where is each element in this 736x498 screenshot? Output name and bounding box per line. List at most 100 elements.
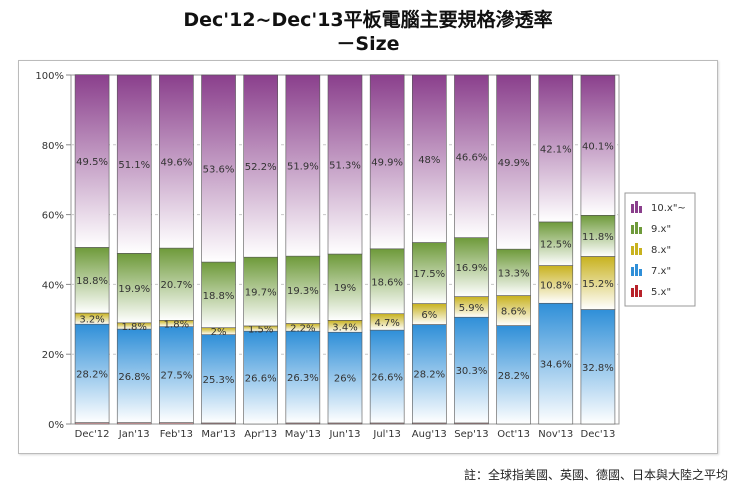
x-tick-label: Apr'13: [244, 429, 277, 440]
legend-swatch-icon: [631, 264, 642, 276]
bar-segment-4-4: [243, 74, 278, 258]
data-label: 5.9%: [459, 303, 484, 314]
bar-segment-1-5: [285, 330, 321, 424]
data-label: 28.2%: [498, 371, 530, 382]
data-label: 53.6%: [203, 165, 235, 176]
data-label: 28.2%: [413, 370, 445, 381]
x-tick-label: Sep'13: [454, 429, 488, 440]
legend-label: 9.x": [651, 224, 671, 235]
x-tick-label: Jan'13: [118, 429, 150, 440]
data-label: 52.2%: [245, 162, 277, 173]
data-label: 2.2%: [290, 323, 315, 334]
x-tick-label: Jun'13: [328, 429, 360, 440]
legend-swatch-bar: [635, 264, 638, 276]
bar-segment-4-5: [285, 74, 321, 257]
data-label: 34.6%: [540, 360, 572, 371]
chart-title: Dec'12~Dec'13平板電腦主要規格滲透率 －Size: [0, 8, 736, 56]
bar-segment-4-12: [580, 75, 616, 216]
x-tick-label: Dec'12: [75, 429, 110, 440]
y-tick-label: 40%: [42, 280, 64, 291]
legend-swatch-bar: [639, 227, 642, 234]
data-label: 20.7%: [160, 280, 192, 291]
data-label: 32.8%: [582, 363, 614, 374]
bar-segment-3-5: [285, 255, 321, 324]
bar-segment-4-11: [538, 74, 574, 223]
legend-swatch-bar: [635, 285, 638, 297]
bar-segment-3-4: [243, 256, 278, 327]
legend-label: 5.x": [651, 287, 671, 298]
bar-segment-1-4: [243, 330, 278, 425]
bar-segment-3-12: [580, 214, 616, 257]
title-line-2: －Size: [336, 33, 400, 55]
data-label: 51.3%: [329, 161, 361, 172]
bar-segment-4-9: [454, 74, 489, 238]
data-label: 12.5%: [540, 240, 572, 251]
data-label: 10.8%: [540, 280, 572, 291]
bar-segment-1-12: [580, 309, 616, 425]
bar-segment-1-3: [201, 334, 236, 424]
legend-swatch-bar: [635, 201, 638, 213]
data-label: 26.6%: [371, 373, 403, 384]
legend-swatch-icon: [631, 201, 642, 213]
legend-swatch-icon: [631, 222, 642, 234]
bar-segment-4-6: [327, 74, 363, 255]
legend-swatch-bar: [631, 246, 634, 255]
data-label: 11.8%: [582, 232, 614, 243]
y-tick-label: 60%: [42, 211, 64, 222]
data-label: 4.7%: [374, 318, 399, 329]
bar-segment-4-8: [412, 74, 447, 243]
bar-segment-4-10: [496, 74, 531, 250]
bar-segment-3-8: [412, 242, 447, 304]
data-label: 51.9%: [287, 162, 319, 173]
y-tick-label: 0%: [48, 420, 64, 431]
legend-swatch-icon: [631, 285, 642, 297]
bar-segment-3-2: [159, 247, 194, 321]
legend-label: 7.x": [651, 266, 671, 277]
legend-swatch-bar: [635, 243, 638, 255]
bar-segment-1-9: [454, 316, 489, 424]
x-tick-label: Feb'13: [160, 429, 193, 440]
legend-swatch-bar: [639, 269, 642, 276]
data-label: 49.9%: [498, 158, 530, 169]
data-label: 3.4%: [332, 322, 357, 333]
bar-segment-3-1: [116, 253, 152, 324]
data-label: 49.6%: [160, 158, 192, 169]
bar-segment-3-0: [74, 247, 110, 314]
bar-segment-1-8: [412, 324, 447, 424]
data-label: 26.3%: [287, 373, 319, 384]
bar-segment-3-7: [369, 248, 405, 315]
data-label: 19.7%: [245, 288, 277, 299]
legend-swatch-bar: [631, 225, 634, 234]
data-label: 26.8%: [118, 372, 150, 383]
bar-segment-1-2: [159, 326, 194, 423]
data-label: 25.3%: [203, 375, 235, 386]
legend-swatch-bar: [631, 267, 634, 276]
data-label: 18.6%: [371, 277, 403, 288]
bar-segment-3-3: [201, 261, 236, 328]
data-label: 13.3%: [498, 268, 530, 279]
data-label: 1.8%: [122, 322, 147, 333]
data-label: 49.5%: [76, 157, 108, 168]
data-label: 1.5%: [248, 325, 273, 336]
data-label: 42.1%: [540, 144, 572, 155]
bar-segment-4-3: [201, 74, 236, 263]
data-label: 17.5%: [413, 269, 445, 280]
bar-segment-4-1: [116, 74, 152, 254]
data-label: 30.3%: [456, 366, 488, 377]
data-label: 27.5%: [160, 371, 192, 382]
data-label: 18.8%: [203, 291, 235, 302]
legend-label: 10.x"~: [651, 203, 686, 214]
bar-segment-2-12: [580, 256, 616, 310]
data-label: 18.8%: [76, 276, 108, 287]
bar-segment-1-11: [538, 302, 574, 425]
data-label: 19.9%: [118, 284, 150, 295]
data-label: 6%: [421, 310, 437, 321]
data-label: 19.3%: [287, 286, 319, 297]
data-label: 28.2%: [76, 369, 108, 380]
bar-segment-1-0: [74, 323, 110, 423]
y-tick-label: 80%: [42, 141, 64, 152]
title-line-1: Dec'12~Dec'13平板電腦主要規格滲透率: [183, 9, 553, 31]
legend-swatch-icon: [631, 243, 642, 255]
data-label: 51.1%: [118, 160, 150, 171]
legend-swatch-bar: [635, 222, 638, 234]
